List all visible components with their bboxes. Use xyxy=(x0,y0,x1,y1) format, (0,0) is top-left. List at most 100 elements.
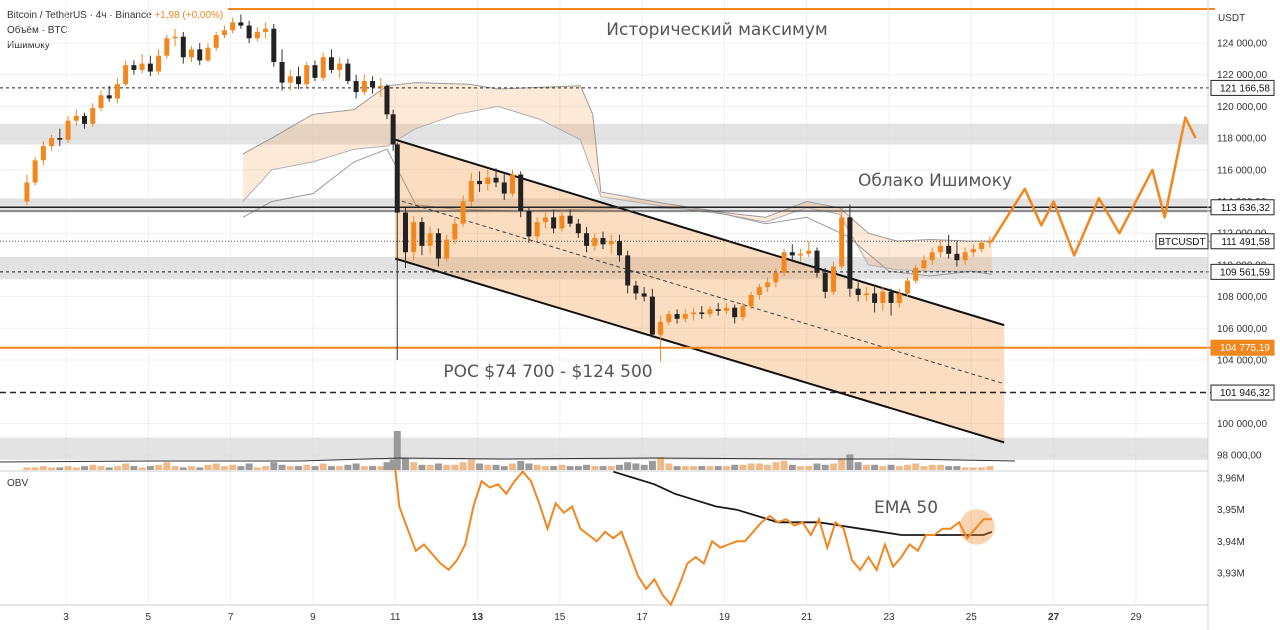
volume-bar xyxy=(862,464,870,470)
time-tick-label: 7 xyxy=(228,612,234,623)
volume-bar xyxy=(574,466,582,470)
price-level-tag xyxy=(1210,384,1275,401)
candle-body xyxy=(979,242,985,250)
volume-bar xyxy=(904,464,912,470)
candle-body xyxy=(378,85,384,88)
volume-bar xyxy=(953,466,961,470)
candle-body xyxy=(921,260,927,269)
candle-body xyxy=(913,268,919,281)
volume-bar xyxy=(550,466,558,470)
time-tick-label: 25 xyxy=(966,612,978,623)
candle-body xyxy=(353,81,359,93)
volume-bar xyxy=(443,464,451,470)
symbol-tag-text: BTCUSDT xyxy=(1158,237,1205,248)
volume-bar xyxy=(204,464,212,470)
price-tick-label: 106 000,00 xyxy=(1217,324,1267,335)
volume-bar xyxy=(722,466,730,470)
volume-bar xyxy=(294,466,302,470)
volume-legend[interactable]: Объём · BTC xyxy=(7,25,68,36)
volume-bar xyxy=(912,463,920,470)
candle-body xyxy=(49,138,55,147)
candle-body xyxy=(394,144,400,213)
price-level-tag xyxy=(1210,339,1275,356)
candle-body xyxy=(970,249,976,253)
volume-bar xyxy=(492,464,500,470)
price-level-tag-text: 111 491,58 xyxy=(1221,237,1270,248)
volume-bar xyxy=(39,466,47,470)
volume-bar xyxy=(829,463,837,470)
volume-bar xyxy=(278,464,286,470)
volume-bar xyxy=(690,466,698,470)
ichimoku-legend[interactable]: Ишимоку xyxy=(7,40,50,51)
volume-bar xyxy=(237,466,245,470)
candle-body xyxy=(715,309,721,311)
candle-body xyxy=(147,63,153,72)
candle-body xyxy=(534,222,540,237)
volume-bar xyxy=(747,463,755,470)
volume-bar xyxy=(188,466,196,470)
candle-body xyxy=(756,287,762,296)
candle-body xyxy=(390,114,396,145)
candle-body xyxy=(320,57,326,78)
volume-bar xyxy=(286,466,294,470)
volume-bar xyxy=(122,463,130,470)
time-tick-label: 17 xyxy=(637,612,649,623)
candle-body xyxy=(361,81,367,93)
annotation-poc: POC $74 700 - $124 500 xyxy=(443,362,652,382)
candle-body xyxy=(575,223,581,234)
volume-bar xyxy=(805,466,813,470)
volume-bar xyxy=(311,466,319,470)
volume-bar xyxy=(772,462,780,470)
symbol-title: Bitcoin / TetherUS · 4ч · Binance xyxy=(7,10,152,21)
candle-body xyxy=(485,177,491,185)
volume-bar xyxy=(196,467,204,470)
time-tick-label: 3 xyxy=(63,612,69,623)
candle-body xyxy=(271,28,277,63)
volume-bar xyxy=(245,463,253,470)
volume-bar xyxy=(426,464,434,470)
candle-body xyxy=(427,233,433,246)
price-level-tag xyxy=(1210,263,1275,280)
price-tick-label: 108 000,00 xyxy=(1217,292,1267,303)
time-tick-label: 23 xyxy=(883,612,895,623)
candle-body xyxy=(444,239,450,259)
candle-body xyxy=(748,295,754,307)
candle-body xyxy=(847,217,853,289)
candle-body xyxy=(567,215,573,224)
volume-bar xyxy=(665,463,673,470)
price-tick-label: 100 000,00 xyxy=(1217,419,1267,430)
volume-bar xyxy=(451,464,459,470)
currency-label: USDT xyxy=(1218,13,1245,24)
volume-bar xyxy=(23,467,31,470)
symbol-header[interactable]: Bitcoin / TetherUS · 4ч · Binance +1,98 … xyxy=(7,10,223,21)
candle-body xyxy=(501,182,507,194)
candle-body xyxy=(477,180,483,185)
obv-legend[interactable]: OBV xyxy=(7,478,29,489)
volume-bar xyxy=(105,467,113,470)
time-tick-label: 19 xyxy=(719,612,731,623)
candle-body xyxy=(863,293,869,296)
candle-body xyxy=(370,81,376,88)
candle-body xyxy=(98,95,104,108)
volume-bar xyxy=(895,466,903,470)
price-tick-label: 116 000,00 xyxy=(1217,165,1267,176)
volume-bar xyxy=(508,463,516,470)
candle-body xyxy=(131,65,137,70)
volume-bar xyxy=(788,464,796,470)
candle-body xyxy=(172,36,178,39)
candle-body xyxy=(509,174,515,194)
candle-body xyxy=(73,115,79,121)
candle-body xyxy=(304,65,310,85)
volume-bar xyxy=(879,466,887,470)
candle-body xyxy=(189,49,195,58)
volume-bar xyxy=(476,463,484,470)
candle-body xyxy=(937,245,943,253)
volume-bar xyxy=(706,466,714,470)
price-level-tag-text: 121 166,58 xyxy=(1220,83,1270,94)
candle-body xyxy=(798,253,804,256)
volume-bar xyxy=(360,466,368,470)
volume-bar xyxy=(138,467,146,470)
candle-body xyxy=(205,47,211,61)
volume-bar xyxy=(566,466,574,470)
